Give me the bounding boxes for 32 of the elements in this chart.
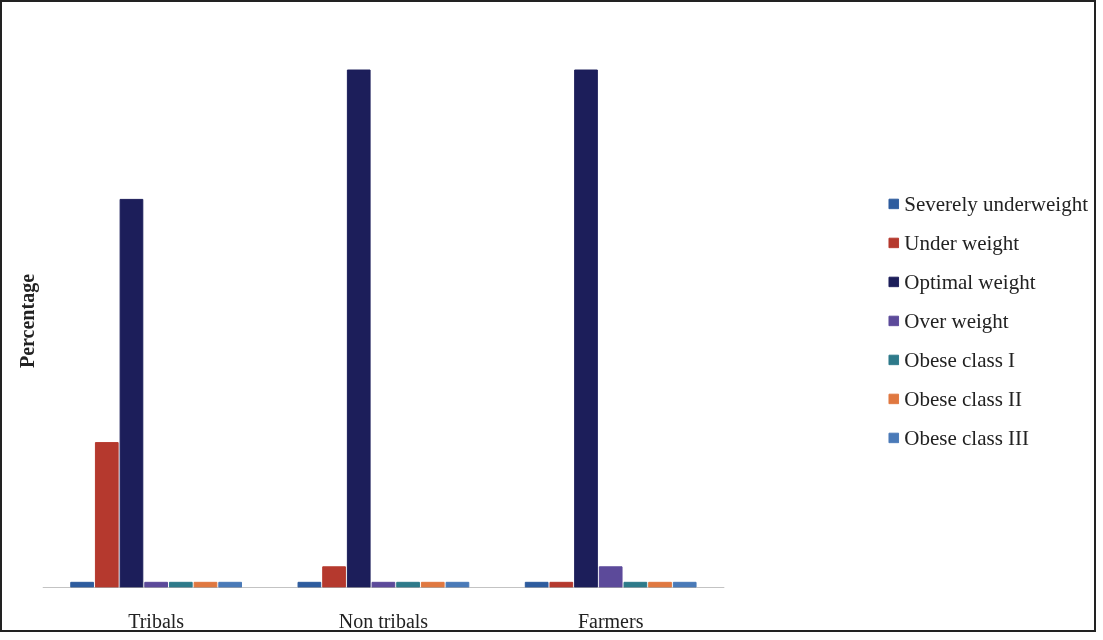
legend-label: Over weight bbox=[904, 308, 1009, 333]
legend-label: Obese class III bbox=[904, 425, 1030, 450]
bar bbox=[371, 581, 396, 588]
legend-label: Obese class II bbox=[904, 386, 1023, 411]
x-tick-label: Non tribals bbox=[338, 609, 429, 632]
bar bbox=[445, 581, 470, 588]
bar bbox=[549, 581, 574, 588]
legend-label: Optimal weight bbox=[904, 269, 1036, 294]
bar bbox=[346, 69, 371, 588]
bar bbox=[168, 581, 193, 588]
legend-label: Obese class I bbox=[904, 347, 1016, 372]
bar bbox=[193, 581, 218, 588]
y-axis-title: Percentage bbox=[15, 273, 39, 369]
bar bbox=[297, 581, 322, 588]
legend-label: Under weight bbox=[904, 230, 1020, 255]
bar bbox=[70, 581, 94, 588]
bar bbox=[574, 69, 598, 588]
bar bbox=[119, 198, 144, 588]
bar bbox=[623, 581, 648, 588]
bar bbox=[648, 581, 672, 588]
bar bbox=[598, 566, 623, 588]
bar bbox=[322, 566, 346, 588]
x-tick-label: Farmers bbox=[577, 609, 644, 632]
bar bbox=[672, 581, 697, 588]
bar bbox=[218, 581, 243, 588]
legend-label: Severely underweight bbox=[904, 191, 1088, 216]
bar bbox=[94, 442, 119, 588]
bar bbox=[524, 581, 549, 588]
x-tick-label: Tribals bbox=[128, 609, 185, 632]
bar bbox=[420, 581, 445, 588]
bar bbox=[144, 581, 168, 588]
bar bbox=[396, 581, 420, 588]
